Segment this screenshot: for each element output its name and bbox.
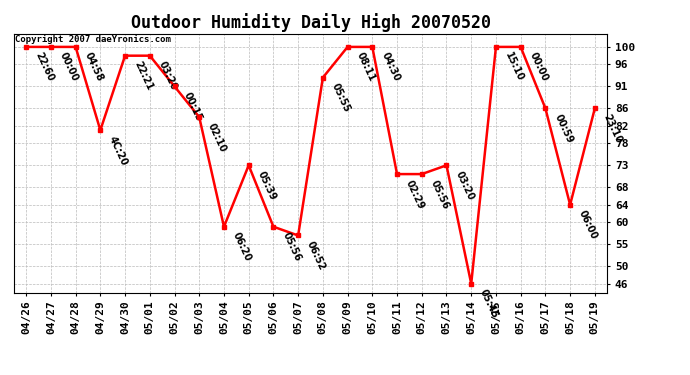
Text: 03:20: 03:20 (453, 170, 475, 202)
Text: 00:00: 00:00 (58, 51, 80, 83)
Text: 22:60: 22:60 (33, 51, 55, 83)
Text: 05:45: 05:45 (478, 288, 500, 320)
Text: 08:11: 08:11 (355, 51, 377, 84)
Text: 15:10: 15:10 (503, 51, 525, 83)
Text: 02:10: 02:10 (206, 121, 228, 154)
Text: 00:59: 00:59 (552, 112, 575, 145)
Text: 00:15: 00:15 (181, 90, 204, 123)
Text: 05:56: 05:56 (428, 178, 451, 211)
Text: 04:30: 04:30 (380, 51, 402, 83)
Text: 06:00: 06:00 (577, 209, 599, 241)
Text: 4C:20: 4C:20 (107, 134, 130, 167)
Text: 05:39: 05:39 (255, 170, 278, 202)
Text: 23:10: 23:10 (602, 112, 624, 145)
Text: 04:58: 04:58 (83, 51, 105, 84)
Text: 05:56: 05:56 (280, 231, 302, 263)
Text: 00:00: 00:00 (528, 51, 550, 83)
Text: Copyright 2007 daeYronics.com: Copyright 2007 daeYronics.com (15, 35, 171, 44)
Text: 06:52: 06:52 (305, 240, 327, 272)
Title: Outdoor Humidity Daily High 20070520: Outdoor Humidity Daily High 20070520 (130, 13, 491, 32)
Text: 05:55: 05:55 (330, 82, 352, 114)
Text: 03:20: 03:20 (157, 60, 179, 92)
Text: 22:21: 22:21 (132, 60, 154, 92)
Text: 02:29: 02:29 (404, 178, 426, 211)
Text: 06:20: 06:20 (231, 231, 253, 263)
